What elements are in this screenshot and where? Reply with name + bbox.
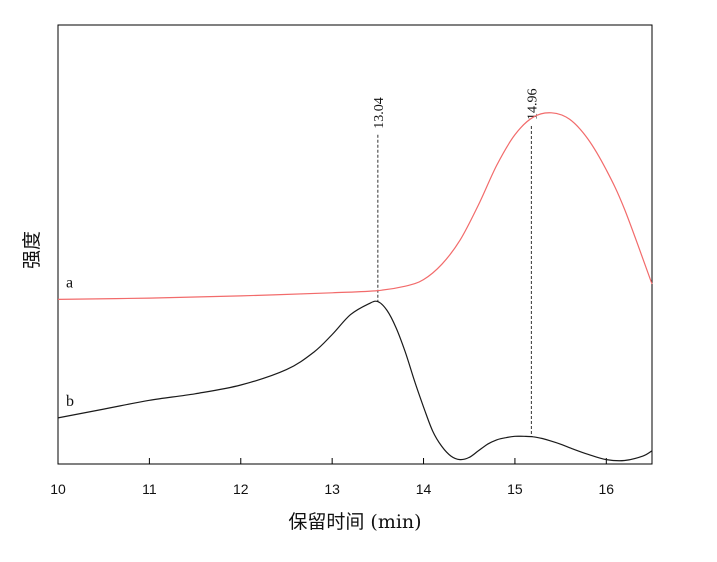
series-label-b: b xyxy=(66,393,74,410)
y-axis-title: 强度 xyxy=(21,231,43,269)
series-labels: ab xyxy=(66,274,74,410)
x-axis-ticks: 10 11 12 13 14 15 16 xyxy=(50,458,614,497)
series-label-a: a xyxy=(66,274,73,291)
x-tick-label: 10 xyxy=(50,481,66,497)
x-tick-label: 16 xyxy=(599,481,615,497)
peak-annotations: 13.04 14.96 xyxy=(372,88,540,437)
series-line-b xyxy=(57,300,653,462)
x-tick-label: 13 xyxy=(324,481,340,497)
x-tick-label: 14 xyxy=(416,481,432,497)
annotation-label: 14.96 xyxy=(525,88,540,120)
series-lines xyxy=(57,112,653,462)
plot-frame xyxy=(57,24,653,465)
x-tick-label: 11 xyxy=(142,481,157,497)
x-tick-label: 12 xyxy=(233,481,249,497)
annotation-label: 13.04 xyxy=(372,97,387,129)
x-tick-label: 15 xyxy=(507,481,523,497)
series-line-a xyxy=(57,112,653,300)
x-axis-title: 保留时间 (min) xyxy=(288,511,421,533)
